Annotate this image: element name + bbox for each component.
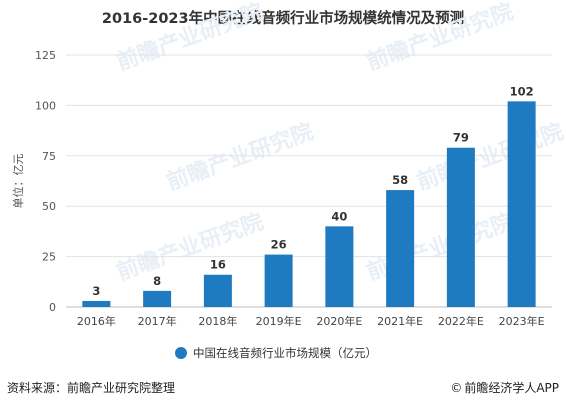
watermark-logo: 前瞻产业研究院 [113,0,267,76]
y-tick-label: 50 [42,200,56,213]
data-label: 8 [153,274,161,288]
x-tick-label: 2019年E [256,314,302,328]
bar [507,101,536,307]
data-label: 16 [210,258,226,272]
data-label: 3 [92,284,100,298]
data-label: 79 [453,131,469,145]
y-axis-title: 单位：亿元 [11,154,25,209]
bar [82,300,111,307]
x-tick-label: 2021年E [377,314,423,328]
bar [325,226,354,307]
brand-credit-text: 前瞻经济学人APP [464,381,559,395]
data-label: 102 [510,84,534,98]
x-tick-label: 2020年E [316,314,362,328]
watermark-logo: 前瞻产业研究院 [163,119,317,196]
bar [143,290,172,307]
data-label: 26 [271,238,287,252]
brand-credit: © 前瞻经济学人APP [450,379,559,396]
chart-title: 2016-2023年中国在线音频行业市场规模统情况及预测 [101,11,465,27]
bar [264,254,293,307]
data-label: 58 [392,173,408,187]
y-tick-label: 100 [35,99,56,112]
watermark-logo: 前瞻产业研究院 [363,0,517,76]
y-tick-label: 125 [35,49,56,62]
y-tick-label: 75 [42,150,56,163]
x-tick-label: 2023年E [499,314,545,328]
y-tick-label: 25 [42,251,56,264]
watermark-logo: 前瞻产业研究院 [113,209,267,286]
x-tick-label: 2022年E [438,314,484,328]
x-tick-label: 2017年 [138,314,177,328]
x-tick-label: 2016年 [77,314,116,328]
watermark-logo: 前瞻产业研究院 [413,119,566,196]
source-note: 资料来源：前瞻产业研究院整理 [7,381,176,395]
legend-marker [175,347,187,359]
bar [386,190,415,307]
y-tick-label: 0 [49,301,56,314]
bar [446,147,475,307]
x-tick-label: 2018年 [198,314,237,328]
copyright-icon: © [450,381,463,395]
legend-label: 中国在线音频行业市场规模（亿元） [193,346,377,360]
bar [203,274,232,307]
data-label: 40 [331,209,347,223]
